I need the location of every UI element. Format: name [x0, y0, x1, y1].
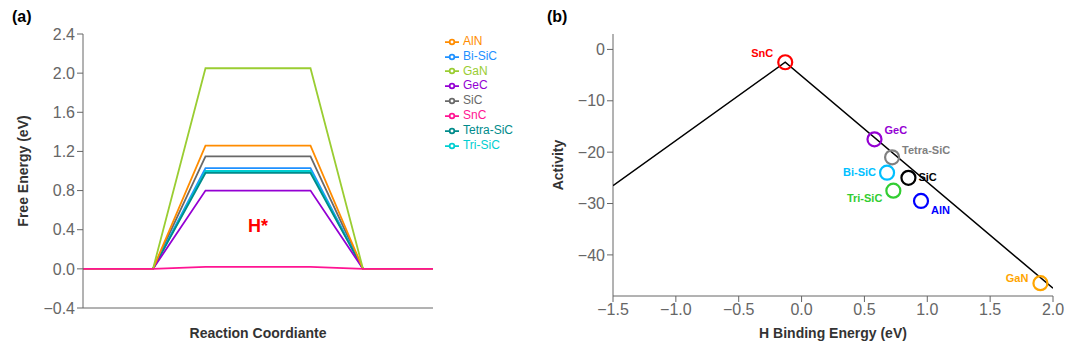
svg-text:0: 0	[596, 41, 605, 58]
svg-text:−20: −20	[578, 144, 605, 161]
svg-text:AlN: AlN	[931, 204, 950, 216]
html-text:GaN: GaN	[463, 63, 488, 78]
svg-text:Reaction Coordiante: Reaction Coordiante	[190, 325, 327, 341]
svg-text:0.0: 0.0	[53, 261, 75, 278]
svg-text:Activity: Activity	[550, 140, 566, 191]
svg-text:SiC: SiC	[918, 171, 936, 183]
svg-text:H*: H*	[248, 216, 268, 236]
svg-text:2.4: 2.4	[53, 26, 75, 43]
svg-text:GeC: GeC	[884, 124, 907, 136]
svg-text:−10: −10	[578, 92, 605, 109]
svg-text:2.0: 2.0	[53, 65, 75, 82]
html-text:AlN: AlN	[463, 34, 483, 48]
svg-text:0.8: 0.8	[53, 182, 75, 199]
html-text:Bi-SiC: Bi-SiC	[463, 48, 497, 63]
html-text:Tri-SiC: Tri-SiC	[463, 137, 500, 152]
svg-text:−0.4: −0.4	[43, 300, 75, 317]
svg-text:0.0: 0.0	[790, 301, 812, 318]
html-text:GeC: GeC	[463, 78, 488, 93]
svg-text:1.2: 1.2	[53, 143, 75, 160]
svg-text:−40: −40	[578, 247, 605, 264]
svg-text:−1.5: −1.5	[597, 301, 629, 318]
svg-text:H Binding Energy (eV): H Binding Energy (eV)	[759, 325, 907, 341]
svg-text:1.5: 1.5	[979, 301, 1001, 318]
html-text:(a): (a)	[12, 8, 32, 25]
html-text:Tetra-SiC: Tetra-SiC	[463, 123, 513, 137]
svg-text:2.0: 2.0	[1042, 301, 1064, 318]
svg-text:Bi-SiC: Bi-SiC	[843, 166, 876, 178]
svg-text:−0.5: −0.5	[723, 301, 755, 318]
svg-text:1.0: 1.0	[916, 301, 938, 318]
svg-text:1.6: 1.6	[53, 104, 75, 121]
svg-text:GaN: GaN	[1006, 272, 1029, 284]
svg-text:−30: −30	[578, 195, 605, 212]
svg-text:Free Energy (eV): Free Energy (eV)	[15, 115, 31, 226]
html-text:SnC: SnC	[463, 108, 487, 123]
html-text:SiC: SiC	[463, 93, 483, 108]
svg-text:Tri-SiC: Tri-SiC	[847, 192, 883, 204]
html-text:(b): (b)	[547, 8, 568, 25]
svg-text:SnC: SnC	[751, 47, 773, 59]
svg-text:0.4: 0.4	[53, 221, 75, 238]
svg-text:−1.0: −1.0	[660, 301, 692, 318]
svg-text:0.5: 0.5	[853, 301, 875, 318]
svg-text:Tetra-SiC: Tetra-SiC	[902, 144, 950, 156]
